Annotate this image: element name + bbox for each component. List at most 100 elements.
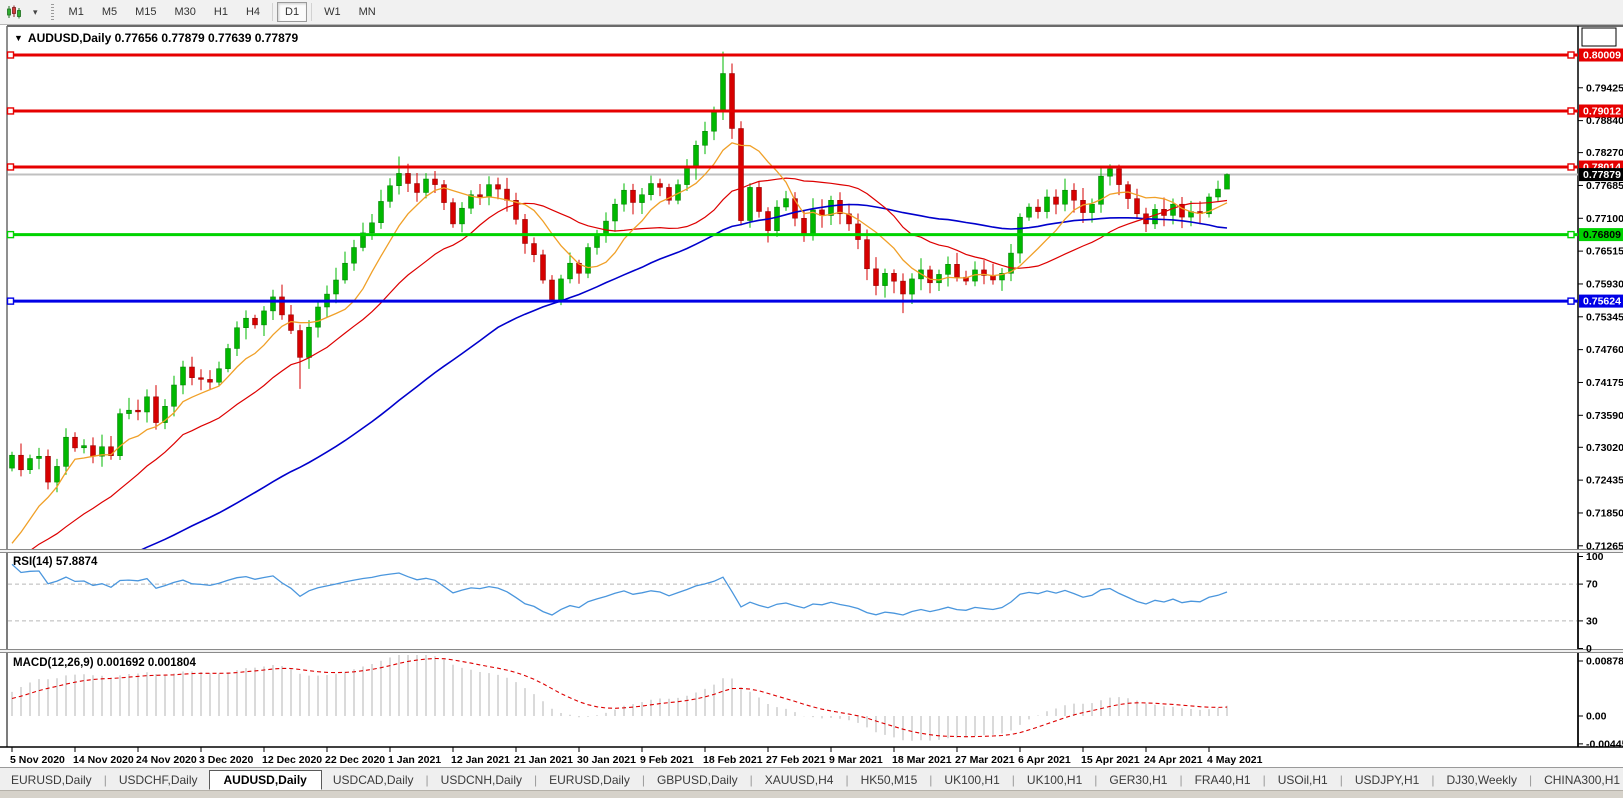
tab-separator: | xyxy=(1528,772,1533,787)
tab-separator: | xyxy=(1094,772,1098,787)
timeframe-buttons: M1 M5 M15 M30 H1 H4 D1 W1 MN xyxy=(60,2,385,22)
price-tick-label: 0.71265 xyxy=(1586,540,1623,552)
price-tick-label: 0.75345 xyxy=(1586,311,1623,323)
line-handle[interactable] xyxy=(1567,230,1575,239)
line-handle[interactable] xyxy=(6,51,15,59)
chart-menu-arrow-icon[interactable]: ▼ xyxy=(14,33,23,43)
line-handle[interactable] xyxy=(6,297,15,305)
tab-separator: | xyxy=(749,772,753,787)
tab-separator: | xyxy=(641,772,645,787)
line-handle[interactable] xyxy=(1567,297,1575,305)
timeframe-button-w1[interactable]: W1 xyxy=(316,2,349,22)
chart-type-dropdown-arrow[interactable]: ▾ xyxy=(29,2,42,22)
macd-axis-label: 0.00 xyxy=(1586,711,1607,723)
current-price-badge xyxy=(1579,168,1623,182)
price-tick-label: 0.73020 xyxy=(1586,442,1623,454)
price-badge-0.80009-text: 0.80009 xyxy=(1583,50,1621,62)
toolbar: ▾ M1 M5 M15 M30 H1 H4 D1 W1 MN xyxy=(0,0,1623,25)
tab-eurusd-daily[interactable]: EURUSD,Daily xyxy=(549,772,630,787)
price-tick-label: 0.76515 xyxy=(1586,246,1623,258)
price-badge-0.76809 xyxy=(1579,228,1623,242)
current-price-badge-text: 0.77879 xyxy=(1583,169,1621,181)
tab-fra40-h1[interactable]: FRA40,H1 xyxy=(1194,772,1251,787)
chart-title: ▼ AUDUSD,Daily 0.77656 0.77879 0.77639 0.… xyxy=(14,31,298,45)
timeframe-button-h1[interactable]: H1 xyxy=(206,2,236,22)
tab-usoil-h1[interactable]: USOil,H1 xyxy=(1277,772,1328,787)
tab-uk100-h1[interactable]: UK100,H1 xyxy=(944,772,1000,787)
toolbar-grip[interactable] xyxy=(50,4,54,20)
tab-usdchf-daily[interactable]: USDCHF,Daily xyxy=(118,772,198,787)
line-handle[interactable] xyxy=(6,163,15,171)
toolbar-separator xyxy=(311,3,313,21)
tab-ger30-h1[interactable]: GER30,H1 xyxy=(1109,772,1168,787)
date-label: 6 Apr 2021 xyxy=(1018,754,1071,766)
tab-audusd-daily[interactable]: AUDUSD,Daily xyxy=(208,769,322,790)
tab-gbpusd-daily[interactable]: GBPUSD,Daily xyxy=(656,772,738,787)
tab-usdjpy-h1[interactable]: USDJPY,H1 xyxy=(1354,772,1420,787)
date-label: 15 Apr 2021 xyxy=(1081,754,1140,766)
toolbar-separator xyxy=(272,3,274,21)
price-tick-label: 0.77685 xyxy=(1586,180,1623,192)
timeframe-button-h4[interactable]: H4 xyxy=(238,2,268,22)
chart-corner-button[interactable] xyxy=(1581,27,1617,47)
price-badge-0.75624 xyxy=(1579,294,1623,308)
price-badge-0.80009 xyxy=(1579,48,1623,62)
tab-usdcnh-daily[interactable]: USDCNH,Daily xyxy=(440,772,523,787)
chart-canvas[interactable]: 0.79425 0.78840 0.78270 0.77685 0.77100 0.765… xyxy=(0,25,1623,767)
date-label: 24 Nov 2020 xyxy=(136,754,197,766)
timeframe-button-d1[interactable]: D1 xyxy=(277,2,308,22)
tab-separator: | xyxy=(1431,772,1435,787)
date-label: 9 Mar 2021 xyxy=(829,754,883,766)
tab-hk50-m15[interactable]: HK50,M15 xyxy=(860,772,918,787)
price-badge-0.79012 xyxy=(1579,104,1623,118)
date-label: 30 Jan 2021 xyxy=(577,754,636,766)
date-label: 3 Dec 2020 xyxy=(199,754,253,766)
date-label: 12 Jan 2021 xyxy=(451,754,510,766)
price-tick-label: 0.75930 xyxy=(1586,279,1623,291)
tab-eurusd-daily[interactable]: EURUSD,Daily xyxy=(11,772,92,787)
rsi-pane[interactable] xyxy=(8,563,1578,622)
tab-xauusd-h4[interactable]: XAUUSD,H4 xyxy=(764,772,834,787)
tab-china300-h1[interactable]: CHINA300,H1 xyxy=(1544,772,1621,787)
tab-separator: | xyxy=(103,772,107,787)
macd-axis-label: 0.008782 xyxy=(1586,656,1623,668)
tab-separator: | xyxy=(534,772,538,787)
tab-separator: | xyxy=(1179,772,1183,787)
timeframe-button-m15[interactable]: M15 xyxy=(127,2,164,22)
tab-usdcad-daily[interactable]: USDCAD,Daily xyxy=(332,772,414,787)
line-handle[interactable] xyxy=(6,107,15,115)
tab-separator: | xyxy=(1262,772,1266,787)
price-tick-label: 0.78270 xyxy=(1586,147,1623,159)
chart-type-button[interactable] xyxy=(1,2,27,22)
timeframe-button-m30[interactable]: M30 xyxy=(167,2,204,22)
tab-separator: | xyxy=(1011,772,1015,787)
price-tick-label: 0.72435 xyxy=(1586,475,1623,487)
macd-pane[interactable] xyxy=(11,655,1228,741)
tab-dj30-weekly[interactable]: DJ30,Weekly xyxy=(1446,772,1517,787)
line-handle[interactable] xyxy=(1567,163,1575,171)
chart-tab-bar: EURUSD,Daily | USDCHF,Daily AUDUSD,Daily USD… xyxy=(0,767,1623,791)
date-label: 9 Feb 2021 xyxy=(640,754,694,766)
date-label: 18 Mar 2021 xyxy=(892,754,952,766)
price-badge-0.79012-text: 0.79012 xyxy=(1583,106,1621,118)
timeframe-button-m5[interactable]: M5 xyxy=(94,2,125,22)
line-handle[interactable] xyxy=(1567,107,1575,115)
price-tick-label: 0.71850 xyxy=(1586,508,1623,520)
date-label: 4 May 2021 xyxy=(1207,754,1263,766)
tab-uk100-h1[interactable]: UK100,H1 xyxy=(1026,772,1083,787)
line-handle[interactable] xyxy=(6,230,15,239)
date-axis[interactable]: 5 Nov 2020 14 Nov 2020 24 Nov 2020 3 Dec 20… xyxy=(0,746,1623,767)
price-axis[interactable] xyxy=(1578,27,1623,747)
timeframe-button-m1[interactable]: M1 xyxy=(61,2,92,22)
candlestick-chart-icon xyxy=(7,5,21,19)
date-label: 5 Nov 2020 xyxy=(10,754,65,766)
price-tick-label: 0.74175 xyxy=(1586,377,1623,389)
price-tick-label: 0.74760 xyxy=(1586,344,1623,356)
price-tick-label: 0.73590 xyxy=(1586,410,1623,422)
tab-separator: | xyxy=(929,772,933,787)
price-tick-label: 0.78840 xyxy=(1586,115,1623,127)
tab-separator: | xyxy=(1339,772,1343,787)
line-handle[interactable] xyxy=(1567,51,1575,59)
timeframe-button-mn[interactable]: MN xyxy=(351,2,384,22)
date-label: 27 Feb 2021 xyxy=(766,754,826,766)
